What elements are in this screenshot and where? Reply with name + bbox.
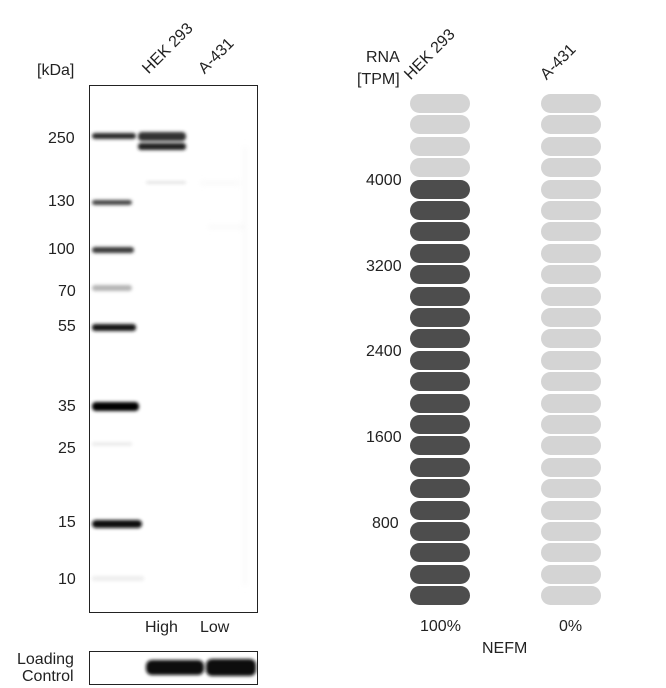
rna-bar-a431 [541, 94, 603, 606]
loading-control-label-line2: Control [22, 668, 74, 685]
hek293-rna-segment [410, 564, 470, 584]
a431-rna-segment [541, 586, 601, 606]
a431-rna-segment [541, 436, 601, 456]
marker-35: 35 [58, 398, 76, 415]
percent-hek293: 100% [420, 618, 461, 635]
a431-rna-segment [541, 393, 601, 413]
a431-rna-segment [541, 265, 601, 285]
lane-label-hek293: HEK 293 [139, 19, 197, 78]
a431-rna-segment [541, 543, 601, 563]
hek293-rna-segment [410, 136, 470, 156]
hek293-rna-segment [410, 265, 470, 285]
hek293-rna-segment [410, 286, 470, 306]
tpm-tick-1600: 1600 [366, 429, 402, 446]
tpm-tick-4000: 4000 [366, 172, 402, 189]
marker-15: 15 [58, 514, 76, 531]
a431-rna-segment [541, 222, 601, 242]
lane-label-a431: A-431 [195, 35, 238, 78]
hek293-rna-segment [410, 415, 470, 434]
hek293-rna-segment [410, 393, 470, 413]
kda-unit-label: [kDa] [37, 62, 75, 79]
a431-rna-segment [541, 522, 601, 541]
a431-rna-segment [541, 136, 601, 156]
marker-100: 100 [48, 241, 75, 258]
marker-25: 25 [58, 440, 76, 457]
hek293-rna-segment [410, 201, 470, 220]
gene-name: NEFM [482, 640, 528, 657]
hek293-rna-segment [410, 457, 470, 477]
a431-rna-segment [541, 415, 601, 434]
a431-rna-segment [541, 115, 601, 135]
hek293-rna-segment [410, 543, 470, 563]
a431-rna-segment [541, 201, 601, 220]
hek293-rna-segment [410, 222, 470, 242]
a431-rna-segment [541, 372, 601, 392]
western-blot-image [89, 85, 258, 613]
rna-bar-hek293 [410, 94, 472, 606]
a431-rna-segment [541, 308, 601, 327]
a431-rna-segment [541, 158, 601, 178]
a431-rna-segment [541, 500, 601, 520]
a431-rna-segment [541, 179, 601, 199]
a431-rna-segment [541, 329, 601, 349]
a431-rna-segment [541, 479, 601, 499]
a431-rna-segment [541, 564, 601, 584]
hek293-rna-segment [410, 479, 470, 499]
tpm-tick-3200: 3200 [366, 258, 402, 275]
hek293-rna-segment [410, 94, 470, 113]
hek293-rna-segment [410, 308, 470, 327]
hek293-rna-segment [410, 243, 470, 263]
rna-header: RNA [366, 49, 400, 66]
expression-level-low: Low [200, 619, 230, 636]
marker-130: 130 [48, 193, 75, 210]
hek293-rna-segment [410, 329, 470, 349]
rna-column-label-hek293: HEK 293 [401, 25, 459, 84]
marker-10: 10 [58, 571, 76, 588]
hek293-rna-segment [410, 522, 470, 541]
hek293-rna-segment [410, 115, 470, 135]
loading-control-blot [89, 651, 258, 685]
loading-control-bands [146, 659, 256, 676]
hek293-rna-segment [410, 158, 470, 178]
a431-rna-segment [541, 286, 601, 306]
marker-70: 70 [58, 283, 76, 300]
hek293-rna-segment [410, 350, 470, 370]
hek293-rna-segment [410, 372, 470, 392]
marker-250: 250 [48, 130, 75, 147]
percent-a431: 0% [559, 618, 583, 635]
expression-level-high: High [145, 619, 178, 636]
hek293-rna-segment [410, 436, 470, 456]
tpm-header: [TPM] [357, 71, 400, 88]
tpm-tick-2400: 2400 [366, 343, 402, 360]
hek293-rna-segment [410, 586, 470, 606]
loading-control-label-line1: Loading [17, 651, 74, 668]
hek293-rna-segment [410, 500, 470, 520]
tpm-tick-800: 800 [372, 515, 399, 532]
hek293-rna-segment [410, 179, 470, 199]
a431-rna-segment [541, 350, 601, 370]
blot-bands [92, 132, 246, 586]
a431-rna-segment [541, 457, 601, 477]
a431-rna-segment [541, 243, 601, 263]
a431-rna-segment [541, 94, 601, 113]
rna-column-label-a431: A-431 [537, 41, 580, 84]
marker-55: 55 [58, 318, 76, 335]
